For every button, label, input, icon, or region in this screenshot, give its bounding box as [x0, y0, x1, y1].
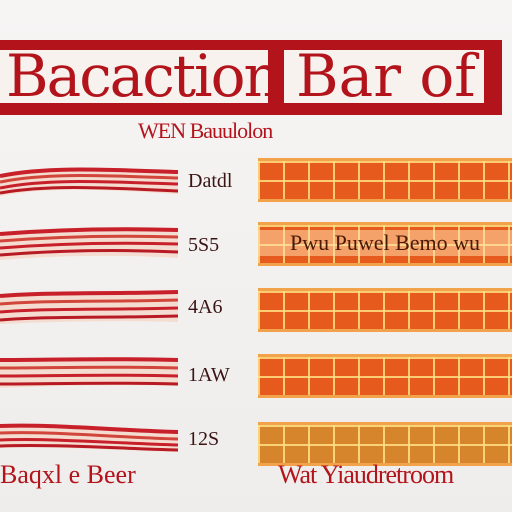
row-label: 12S [188, 428, 220, 450]
row-label: 1AW [188, 364, 230, 386]
banner-title-right: Bar of [284, 50, 484, 103]
bar-grid: Pwu Puwel Bemo wu [258, 222, 512, 266]
title-banner: Bacaction. Bar of [0, 40, 502, 115]
bacon-strip-image [0, 416, 178, 458]
bacon-strip-image [0, 160, 178, 202]
bar-grid [258, 158, 512, 202]
row-label: Datdl [188, 170, 233, 192]
bar-grid [258, 354, 512, 398]
footer-caption-right: Wat Yiaudretroom [278, 460, 454, 489]
bar-grid-text: Pwu Puwel Bemo wu [258, 230, 512, 256]
banner-title-left: Bacaction. [0, 50, 268, 103]
row-label: 4A6 [188, 296, 223, 318]
footer-caption-left: Baqxl e Beer [0, 460, 136, 489]
bacon-strip-image [0, 222, 178, 264]
bacon-strip-image [0, 352, 178, 394]
bar-grid [258, 422, 512, 466]
subtitle: WEN Bauulolon [138, 118, 273, 143]
bar-grid [258, 288, 512, 332]
bacon-strip-image [0, 286, 178, 328]
row-label: 5S5 [188, 234, 220, 256]
